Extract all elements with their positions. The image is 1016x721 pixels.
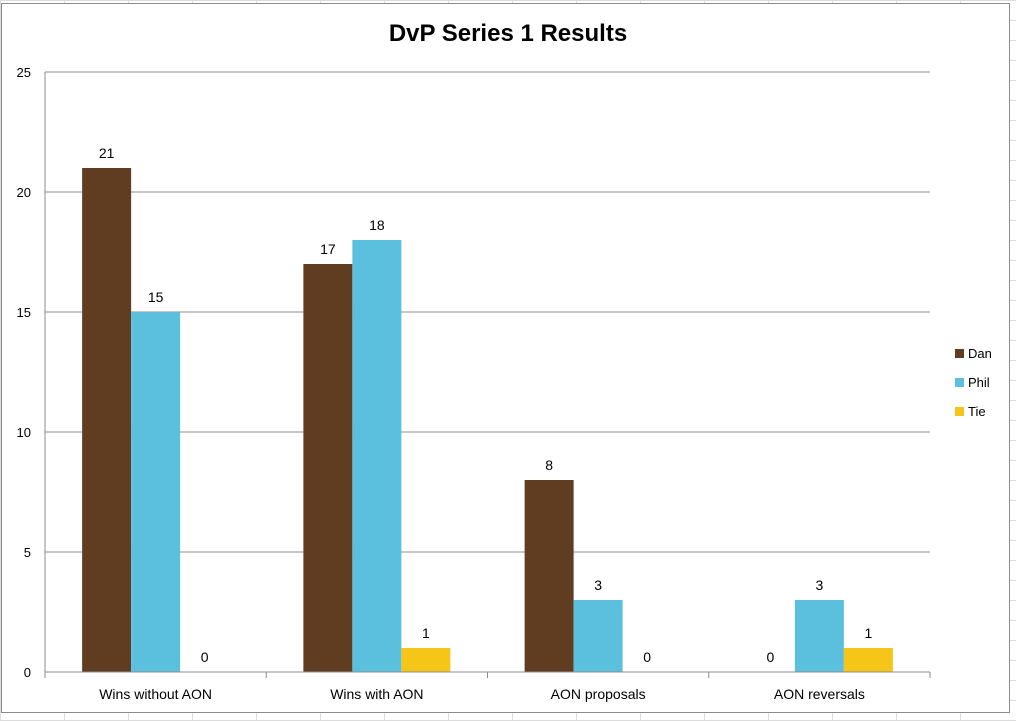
- data-label-dan-2: 8: [545, 457, 553, 473]
- data-label-tie-0: 0: [201, 649, 209, 665]
- legend-label-dan: Dan: [968, 346, 992, 361]
- bar-phil-0: [131, 312, 181, 672]
- data-label-tie-2: 0: [643, 649, 651, 665]
- y-tick-label-10: 10: [17, 425, 31, 440]
- data-label-tie-3: 1: [864, 625, 872, 641]
- data-label-phil-1: 18: [369, 217, 385, 233]
- data-label-dan-0: 21: [99, 145, 115, 161]
- x-category-label-3: AON reversals: [774, 686, 865, 702]
- bar-dan-1: [303, 264, 353, 672]
- bar-phil-1: [352, 240, 402, 672]
- bar-dan-0: [82, 168, 132, 672]
- data-label-phil-3: 3: [815, 577, 823, 593]
- data-label-dan-3: 0: [766, 649, 774, 665]
- bar-phil-3: [794, 600, 844, 672]
- data-label-tie-1: 1: [422, 625, 430, 641]
- data-label-phil-0: 15: [148, 289, 164, 305]
- bar-phil-2: [573, 600, 623, 672]
- y-tick-label-25: 25: [17, 65, 31, 80]
- x-category-label-0: Wins without AON: [99, 686, 212, 702]
- y-tick-label-5: 5: [24, 545, 31, 560]
- legend-label-tie: Tie: [968, 404, 986, 419]
- y-tick-label-15: 15: [17, 305, 31, 320]
- legend-swatch-phil: [955, 378, 964, 387]
- legend-swatch-tie: [955, 407, 964, 416]
- data-label-dan-1: 17: [320, 241, 336, 257]
- bar-dan-2: [524, 480, 574, 672]
- y-tick-label-20: 20: [17, 185, 31, 200]
- bar-tie-3: [843, 648, 893, 672]
- x-category-label-1: Wins with AON: [330, 686, 423, 702]
- chart-title: DvP Series 1 Results: [388, 20, 628, 47]
- bar-tie-1: [401, 648, 451, 672]
- data-label-phil-2: 3: [594, 577, 602, 593]
- legend-label-phil: Phil: [968, 375, 990, 390]
- legend-swatch-dan: [955, 349, 964, 358]
- y-tick-label-0: 0: [24, 665, 31, 680]
- x-category-label-2: AON proposals: [551, 686, 646, 702]
